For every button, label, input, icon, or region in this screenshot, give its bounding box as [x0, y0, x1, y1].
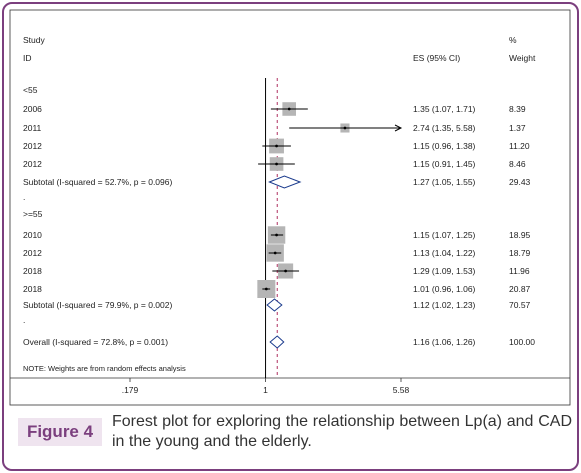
- study-point: [284, 269, 288, 273]
- study-weight: 20.87: [509, 284, 531, 294]
- overall-label: Overall (I-squared = 72.8%, p = 0.001): [23, 337, 168, 347]
- figure-caption: Figure 4 Forest plot for exploring the r…: [18, 412, 573, 464]
- overall-weight: 100.00: [509, 337, 535, 347]
- overall-diamond: [269, 335, 285, 349]
- study-id: 2011: [23, 123, 42, 133]
- study-id: 2006: [23, 104, 42, 114]
- subtotal-ci-text: 1.27 (1.05, 1.55): [413, 177, 476, 187]
- study-ci-text: 1.15 (0.91, 1.45): [413, 159, 476, 169]
- header-id: ID: [23, 53, 32, 63]
- study-id: 2018: [23, 284, 42, 294]
- subtotal-weight: 29.43: [509, 177, 531, 187]
- study-ci-text: 2.74 (1.35, 5.58): [413, 123, 476, 133]
- weights-note: NOTE: Weights are from random effects an…: [23, 364, 186, 373]
- forest-plot: Study ID ES (95% CI)% Weight <55 2006 1.35 (1.…: [9, 9, 571, 406]
- study-weight: 11.20: [509, 141, 530, 151]
- study-ci-text: 1.13 (1.04, 1.22): [413, 248, 476, 258]
- study-point: [264, 287, 268, 291]
- caption-text: Forest plot for exploring the relationsh…: [112, 413, 572, 450]
- x-tick-label: 1: [263, 385, 268, 395]
- study-id: 2012: [23, 141, 42, 151]
- study-weight: 18.95: [509, 230, 531, 240]
- study-weight: 8.39: [509, 104, 526, 114]
- ci-arrow-icon: [394, 124, 403, 132]
- subtotal-ci-text: 1.12 (1.02, 1.23): [413, 300, 476, 310]
- study-weight: 11.96: [509, 266, 530, 276]
- study-point: [343, 126, 347, 130]
- study-point: [273, 251, 277, 255]
- subtotal-diamond: [268, 175, 302, 189]
- study-ci-text: 1.35 (1.07, 1.71): [413, 104, 476, 114]
- study-point: [275, 233, 278, 237]
- study-id: 2018: [23, 266, 42, 276]
- study-point: [275, 162, 278, 166]
- header-percent: %: [509, 35, 517, 45]
- study-point: [287, 107, 291, 111]
- group-label: >=55: [23, 209, 43, 219]
- subtotal-label: Subtotal (I-squared = 79.9%, p = 0.002): [23, 300, 172, 310]
- header-study: Study: [23, 35, 45, 45]
- header-es: ES (95% CI): [413, 53, 460, 63]
- study-point: [275, 144, 278, 148]
- study-id: 2012: [23, 159, 42, 169]
- spacer-dot: .: [23, 192, 25, 202]
- header-weight: Weight: [509, 53, 536, 63]
- overall-ci-text: 1.16 (1.06, 1.26): [413, 337, 476, 347]
- study-ci-text: 1.29 (1.09, 1.53): [413, 266, 476, 276]
- study-ci-text: 1.15 (1.07, 1.25): [413, 230, 476, 240]
- figure-label: Figure 4: [18, 418, 102, 446]
- study-weight: 8.46: [509, 159, 526, 169]
- study-id: 2012: [23, 248, 42, 258]
- x-tick-label: .179: [122, 385, 139, 395]
- plot-border: [9, 9, 571, 406]
- study-weight: 1.37: [509, 123, 526, 133]
- group-label: <55: [23, 85, 38, 95]
- study-ci-text: 1.01 (0.96, 1.06): [413, 284, 476, 294]
- subtotal-label: Subtotal (I-squared = 52.7%, p = 0.096): [23, 177, 172, 187]
- x-tick-label: 5.58: [393, 385, 410, 395]
- study-weight: 18.79: [509, 248, 531, 258]
- subtotal-diamond: [266, 298, 283, 312]
- subtotal-weight: 70.57: [509, 300, 531, 310]
- study-ci-text: 1.15 (0.96, 1.38): [413, 141, 476, 151]
- study-id: 2010: [23, 230, 42, 240]
- spacer-dot: .: [23, 315, 25, 325]
